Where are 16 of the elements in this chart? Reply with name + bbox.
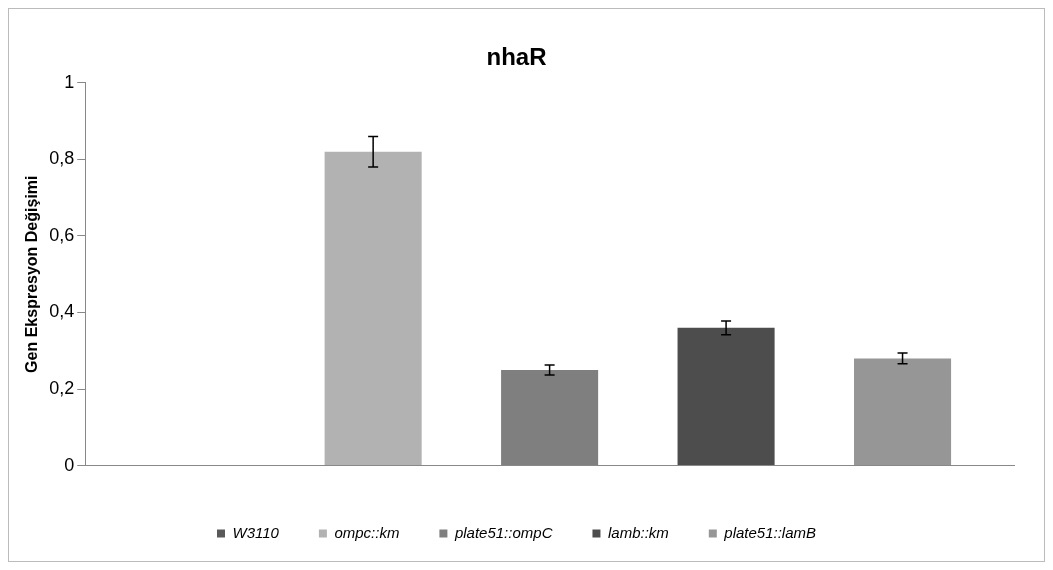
y-tick-label: 0,8	[49, 148, 75, 169]
bar	[324, 151, 422, 466]
y-tick-label: 0	[64, 454, 75, 475]
y-tick-label: 1	[64, 71, 75, 92]
y-axis-title: Gen Ekspresyon Değişimi	[23, 175, 41, 373]
chart-title: nhaR	[486, 43, 547, 71]
bar	[677, 327, 775, 466]
legend-label: plate51::ompC	[453, 523, 553, 541]
legend-label: W3110	[232, 523, 280, 541]
bar	[854, 358, 952, 466]
y-tick-label: 0,2	[49, 378, 75, 399]
y-tick-label: 0,6	[49, 224, 75, 245]
y-tick-label: 0,4	[49, 301, 75, 322]
legend-label: plate51::lamB	[723, 523, 817, 541]
legend-label: lamb::km	[607, 523, 669, 541]
legend-label: ompc::km	[334, 523, 400, 541]
